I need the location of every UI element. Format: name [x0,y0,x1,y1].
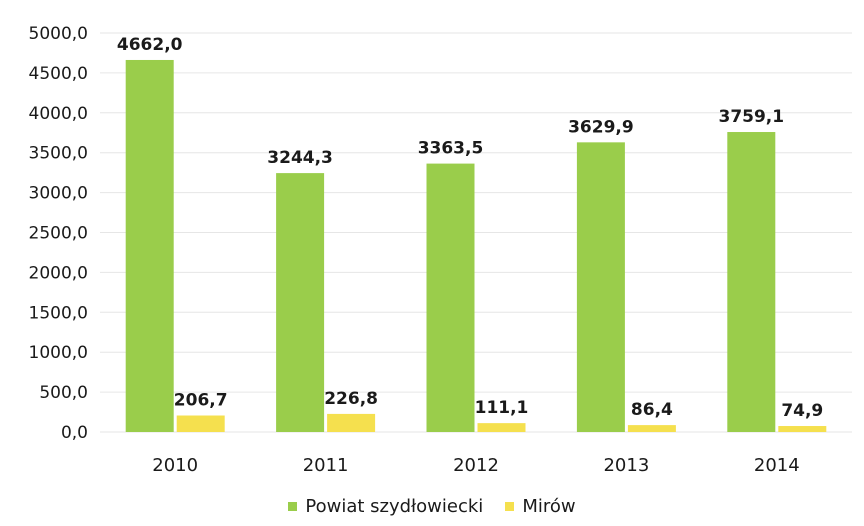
x-tick-label: 2014 [754,455,800,476]
data-label-series-2: 226,8 [324,389,378,409]
x-tick-label: 2013 [603,455,649,476]
y-tick-label: 4000,0 [29,104,88,124]
bar-series-1 [125,59,174,432]
y-tick-label: 1500,0 [29,303,88,323]
x-tick-label: 2012 [453,455,499,476]
data-label-series-1: 3629,9 [568,117,634,137]
data-label-series-1: 3244,3 [267,148,333,168]
data-label-series-1: 4662,0 [117,35,183,55]
bar-series-1 [576,142,625,432]
y-tick-label: 4500,0 [29,64,88,84]
chart: 0,0 500,0 1000,0 1500,0 2000,0 2500,0 3000,0 35… [29,24,852,476]
gridlines [100,32,852,433]
legend-swatch-series-1 [288,502,298,511]
legend-item-series-1: Powiat szydłowiecki [288,496,483,517]
y-tick-label: 2500,0 [29,224,88,244]
legend-label-series-1: Powiat szydłowiecki [305,496,484,517]
bar-series-1 [276,173,325,432]
data-label-series-2: 111,1 [475,398,529,418]
data-label-series-1: 3759,1 [718,107,784,127]
bar-series-2 [627,425,676,432]
y-tick-label: 3000,0 [29,184,88,204]
bar-series-1 [727,132,776,433]
y-tick-label: 0,0 [61,423,88,443]
legend-label-series-2: Mirów [522,496,576,517]
bar-series-2 [477,423,526,432]
y-tick-label: 2000,0 [29,263,88,283]
bars: 4662,0 206,7 3244,3 226,8 3363,5 111,1 3629,9 8… [117,35,827,433]
bar-series-2 [778,426,827,432]
bar-series-2 [176,415,225,432]
data-label-series-2: 86,4 [631,400,673,420]
bar-series-2 [327,413,376,432]
data-label-series-1: 3363,5 [418,139,484,159]
data-label-series-2: 206,7 [174,391,228,411]
legend: Powiat szydłowiecki Mirów [0,496,864,517]
x-tick-label: 2010 [152,455,198,476]
legend-swatch-series-2 [505,502,515,511]
y-tick-label: 3500,0 [29,144,88,164]
y-tick-label: 5000,0 [29,24,88,44]
y-axis: 0,0 500,0 1000,0 1500,0 2000,0 2500,0 3000,0 35… [29,24,88,443]
y-tick-label: 500,0 [39,383,88,403]
y-tick-label: 1000,0 [29,343,88,363]
bar-series-1 [426,163,475,432]
x-axis: 2010 2011 2012 2013 2014 [152,455,799,476]
x-tick-label: 2011 [303,455,349,476]
data-label-series-2: 74,9 [781,401,823,421]
legend-item-series-2: Mirów [505,496,576,517]
